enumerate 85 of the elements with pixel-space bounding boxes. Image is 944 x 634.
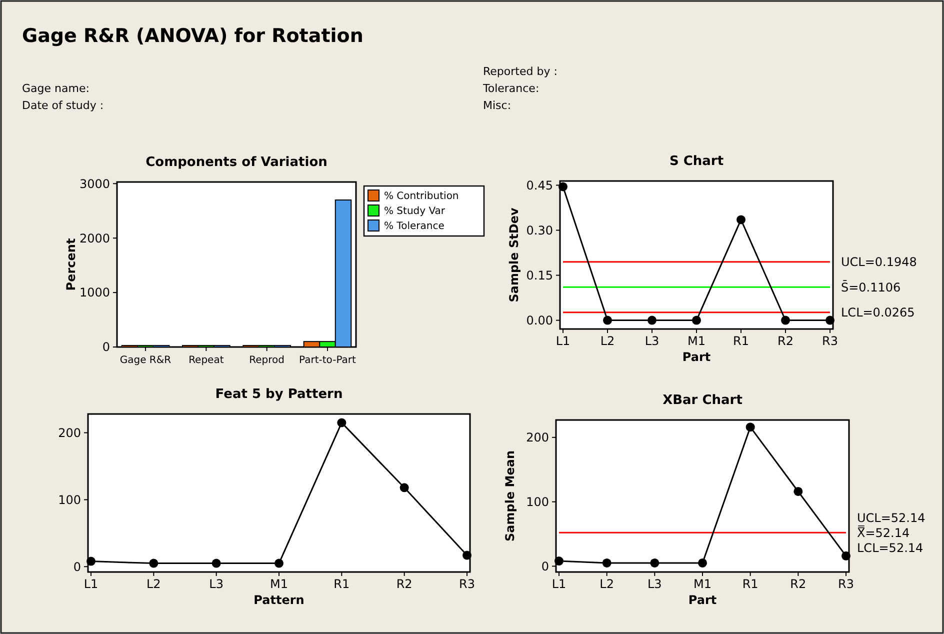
y-tick-label: 0.45 [526, 178, 553, 192]
legend-label: % Tolerance [384, 221, 444, 232]
x-axis-title: Part [682, 350, 711, 364]
y-tick-label: 200 [58, 426, 81, 440]
text: Reported by : [483, 65, 558, 78]
point [558, 182, 568, 192]
x-tick-label: R3 [459, 577, 475, 591]
text: Gage name: [22, 82, 90, 95]
text: Gage R&R (ANOVA) for Rotation [22, 25, 364, 47]
x-tick-label: Gage R&R [120, 355, 172, 366]
x-tick-label: L1 [84, 577, 98, 591]
point [554, 556, 564, 566]
x-tick-label: L2 [600, 577, 614, 591]
point [212, 558, 221, 568]
point [781, 316, 790, 325]
x-tick-label: Reprod [249, 355, 285, 366]
point [746, 422, 755, 432]
text: LCL=52.14 [857, 540, 924, 555]
ref-line-label: S̄=0.1106 [841, 280, 901, 294]
chart-title: Components of Variation [146, 155, 328, 170]
chart-title: S Chart [669, 154, 724, 169]
point [274, 558, 284, 568]
point [400, 483, 409, 492]
y-tick-label: 0.30 [526, 223, 553, 238]
x-tick-label: R1 [334, 577, 350, 591]
y-tick-label: 0 [541, 559, 549, 574]
y-tick-label: 0.15 [526, 268, 553, 282]
x-tick-label: M1 [270, 577, 288, 591]
x-tick-label: R2 [778, 334, 794, 348]
text: Tolerance: [482, 82, 540, 95]
y-tick-label: 100 [526, 494, 549, 509]
point [736, 215, 746, 224]
x-tick-label: M1 [694, 577, 712, 591]
text: UCL=52.14 [857, 510, 926, 525]
y-axis-title: Percent [64, 238, 78, 291]
x-tick-label: L1 [552, 577, 566, 591]
y-tick-label: 0.00 [526, 313, 553, 328]
point [698, 558, 707, 568]
x-tick-label: R2 [790, 577, 806, 591]
x-tick-label: L2 [600, 334, 615, 348]
x-tick-label: L2 [146, 577, 161, 591]
y-tick-label: 100 [58, 492, 81, 507]
point [602, 558, 612, 568]
x-axis-title: Part [688, 593, 717, 607]
y-axis-title: Sample Mean [503, 450, 517, 542]
x-tick-label: L3 [209, 577, 224, 591]
x-tick-label: L1 [556, 334, 570, 348]
point [86, 556, 96, 566]
y-tick-label: 3000 [79, 176, 110, 191]
x-tick-label: L3 [648, 577, 662, 591]
ref-line-label: X̿=52.14 [857, 524, 910, 540]
x-tick-label: R3 [838, 577, 854, 591]
point [603, 316, 612, 325]
x-axis-title: Pattern [254, 593, 304, 607]
x-tick-label: R2 [396, 577, 412, 591]
point [337, 418, 346, 428]
x-tick-label: R1 [742, 577, 758, 591]
point [794, 486, 803, 496]
point [462, 550, 472, 560]
point [648, 316, 656, 325]
x-tick-label: M1 [688, 334, 706, 348]
legend-label: % Contribution [384, 191, 459, 202]
ref-line-label: LCL=0.0265 [841, 306, 915, 320]
point [842, 551, 850, 560]
y-tick-label: 0 [73, 560, 81, 574]
y-tick-label: 1000 [79, 286, 110, 300]
x-tick-label: Part-to-Part [299, 355, 356, 366]
y-tick-label: 0 [102, 340, 110, 354]
y-tick-label: 200 [526, 430, 549, 445]
text: Misc: [483, 99, 512, 112]
x-tick-label: L3 [644, 334, 660, 348]
chart-title: Feat 5 by Pattern [215, 387, 343, 402]
y-axis-title: Sample StDev [507, 208, 521, 302]
point [826, 316, 834, 325]
x-tick-label: R3 [822, 334, 838, 348]
ref-line-label: UCL=0.1948 [841, 255, 917, 270]
y-tick-label: 2000 [79, 231, 110, 246]
text: Date of study : [22, 99, 104, 112]
x-tick-label: R1 [733, 334, 749, 348]
legend-label: % Study Var [384, 206, 446, 217]
point [692, 316, 701, 325]
x-tick-label: Repeat [188, 355, 224, 366]
chart-title: XBar Chart [662, 393, 742, 408]
point [650, 558, 660, 568]
point [149, 558, 158, 568]
